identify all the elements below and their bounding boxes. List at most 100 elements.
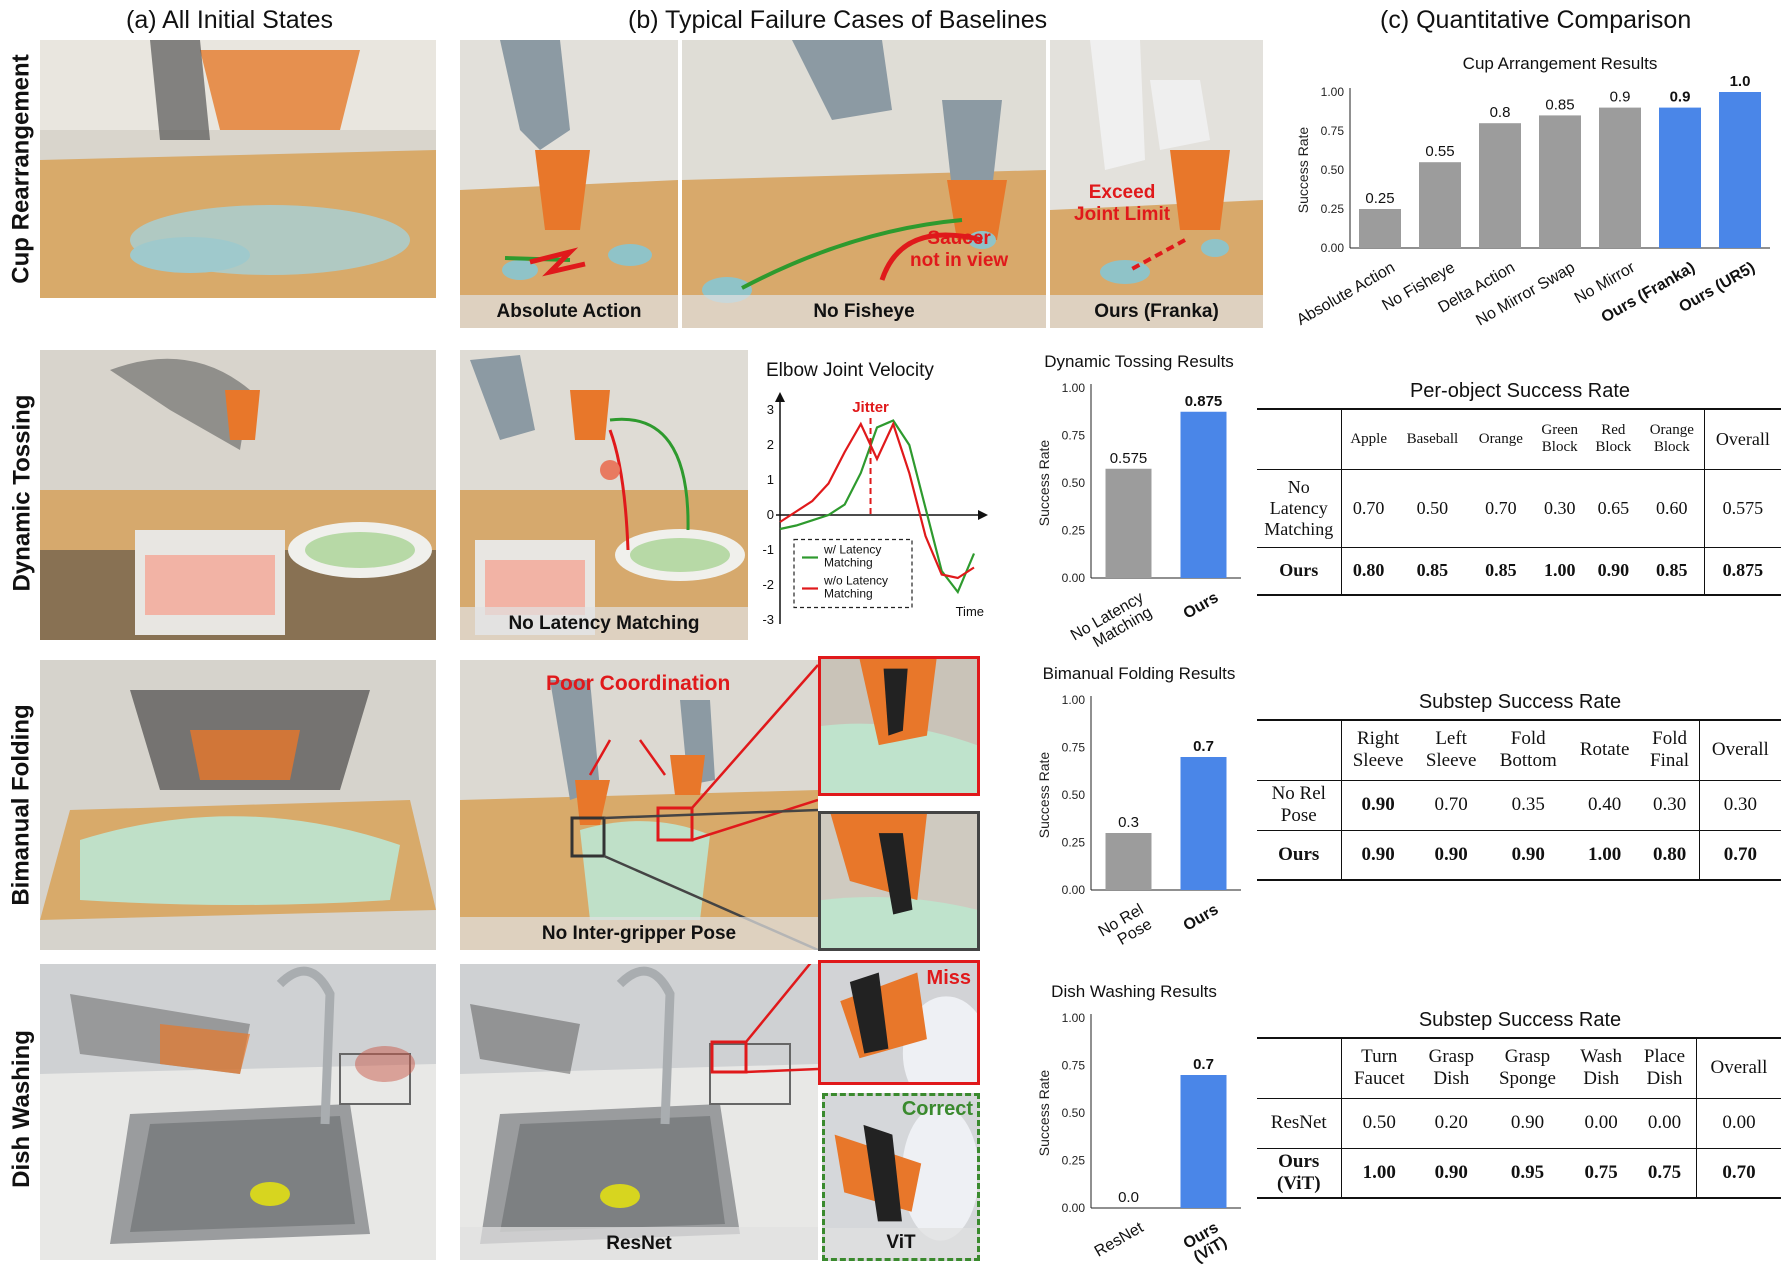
table-header-cell: Baseball (1395, 408, 1469, 470)
photo-no-inter-gripper: Poor Coordination No Inter-gripper Pose (460, 660, 818, 950)
table-cell: 0.30 (1532, 469, 1587, 548)
vel-series-line (779, 421, 975, 580)
row-label-tossing: Dynamic Tossing (8, 394, 35, 592)
bar-value-label: 0.85 (1545, 96, 1574, 113)
bar (1659, 107, 1701, 248)
chart-tossing-title: Dynamic Tossing Results (1044, 352, 1234, 371)
table-cell: 0.70 (1414, 780, 1488, 831)
table-header-cell (1257, 1037, 1342, 1099)
x-tick-label: Absolute Action (1294, 259, 1398, 329)
bar-value-label: 0.9 (1610, 89, 1631, 106)
y-axis-label: Success Rate (1036, 1070, 1052, 1157)
table-header-cell: Orange (1468, 408, 1533, 470)
table-header-cell: Grasp Sponge (1485, 1037, 1570, 1099)
table-cell: 0.00 (1569, 1098, 1633, 1149)
zoom-coordination-red (818, 656, 980, 796)
table-header-cell: Overall (1696, 1037, 1781, 1099)
y-tick-label: 0.50 (1062, 788, 1086, 802)
bar (1479, 123, 1521, 248)
velocity-chart: Elbow Joint Velocity 3 2 1 0 -1 -2 -3 Time Jitte… (752, 352, 988, 627)
vel-legend-label: Matching (824, 587, 873, 601)
table-cell: 0.90 (1341, 830, 1415, 881)
y-tick-label: 1.00 (1062, 693, 1086, 707)
table-cell: 0.90 (1414, 830, 1488, 881)
bar (1180, 411, 1227, 578)
x-tick-label: Ours (1181, 901, 1222, 934)
table-header-cell: Wash Dish (1569, 1037, 1633, 1099)
zoom-coordination-gray (818, 811, 980, 951)
bar (1719, 92, 1761, 248)
jitter-label: Jitter (852, 399, 889, 416)
caption-vit: ViT (825, 1228, 977, 1258)
table-cell: 0.85 (1395, 547, 1469, 596)
y-axis-label: Success Rate (1036, 752, 1052, 839)
x-tick-label: No Mirror Swap (1473, 259, 1578, 329)
table-cell: 0.575 (1704, 469, 1781, 548)
y-tick-label: 0.75 (1062, 429, 1086, 443)
vel-x-label: Time (956, 604, 984, 619)
chart-cup: Cup Arrangement Results 0.00 0.25 0.50 0.75… (1290, 52, 1780, 352)
vel-y-tick: 1 (767, 472, 774, 487)
chart-dish-title: Dish Washing Results (1051, 982, 1217, 1001)
bar-value-label: 0.25 (1365, 190, 1394, 207)
table-cell: 0.90 (1485, 1098, 1570, 1149)
table-header-cell: Overall (1699, 719, 1781, 781)
x-tick-text: ResNet (1092, 1219, 1147, 1261)
y-tick-label: 0.25 (1062, 836, 1086, 850)
bar-value-label: 0.0 (1118, 1189, 1139, 1206)
table-header-cell: Rotate (1568, 719, 1641, 781)
table-cell: 0.00 (1632, 1098, 1697, 1149)
photo-cup-initial (40, 40, 436, 298)
y-tick-label: 1.00 (1062, 381, 1086, 395)
table-substep-dish: Turn Faucet Grasp Dish Grasp Sponge Wash Dish Pl… (1257, 1037, 1781, 1199)
table-header-cell (1257, 408, 1342, 470)
caption-no-fisheye: No Fisheye (682, 295, 1046, 328)
vel-x-arrow (978, 510, 988, 520)
table-cell: 0.20 (1417, 1098, 1486, 1149)
chart-folding-title: Bimanual Folding Results (1042, 664, 1236, 683)
table-row-label: ResNet (1257, 1098, 1342, 1149)
vel-legend-box (793, 538, 913, 609)
y-tick-label: 0.75 (1062, 1059, 1086, 1073)
bar (1105, 833, 1152, 890)
vel-y-tick: -3 (762, 612, 774, 627)
row-label-cup: Cup Rearrangement (8, 54, 36, 284)
table-per-object: Apple Baseball Orange Green Block Red Block Ora… (1257, 408, 1781, 596)
table-cell: 0.80 (1341, 547, 1396, 596)
chart-dish-svg: 0.00 0.25 0.50 0.75 1.00 Success Rate 0.0 ResNe… (1036, 1011, 1241, 1266)
table-cell: 0.65 (1586, 469, 1640, 548)
y-tick-label: 1.00 (1062, 1011, 1086, 1025)
y-tick-label: 0.00 (1062, 1201, 1086, 1215)
table-cell: 0.75 (1632, 1148, 1697, 1199)
table-title-substep-dish: Substep Success Rate (1418, 1009, 1622, 1031)
vel-y-arrow (775, 392, 785, 402)
table-cell: 0.75 (1569, 1148, 1633, 1199)
table-row: No Rel Pose 0.90 0.70 0.35 0.40 0.30 0.30 (1257, 780, 1781, 831)
vel-legend-label: Matching (824, 556, 873, 570)
annotation-miss: Miss (926, 967, 971, 989)
chart-tossing-svg: 0.00 0.25 0.50 0.75 1.00 Success Rate 0.575 No … (1036, 381, 1241, 651)
chart-dish: Dish Washing Results 0.00 0.25 0.50 0.75 1.0… (1016, 980, 1256, 1266)
table-cell: 0.875 (1704, 547, 1781, 596)
x-tick-text: Absolute Action (1294, 259, 1398, 329)
chart-cup-title: Cup Arrangement Results (1462, 54, 1658, 73)
x-tick-text: Ours (1181, 901, 1222, 934)
table-title-substep-folding: Substep Success Rate (1418, 691, 1622, 713)
table-row: Ours (ViT) 1.00 0.90 0.95 0.75 0.75 0.70 (1257, 1148, 1781, 1199)
table-header-cell: Right Sleeve (1341, 719, 1415, 781)
table-cell: 0.85 (1468, 547, 1533, 596)
table-cell: 1.00 (1341, 1148, 1418, 1199)
table-header-cell: Fold Bottom (1487, 719, 1569, 781)
table-row-label: Ours (ViT) (1257, 1148, 1342, 1199)
photo-no-latency: No Latency Matching (460, 350, 748, 640)
photo-resnet: ResNet (460, 964, 818, 1260)
y-tick-label: 0.50 (1062, 476, 1086, 490)
bar-value-label: 0.7 (1193, 1056, 1214, 1073)
table-header-cell: Orange Block (1639, 408, 1705, 470)
y-tick-label: 1.00 (1321, 85, 1345, 99)
chart-cup-svg: 0.00 0.25 0.50 0.75 1.00 Success Rate 0.25 Abso… (1294, 73, 1770, 329)
table-header-cell: Red Block (1586, 408, 1640, 470)
